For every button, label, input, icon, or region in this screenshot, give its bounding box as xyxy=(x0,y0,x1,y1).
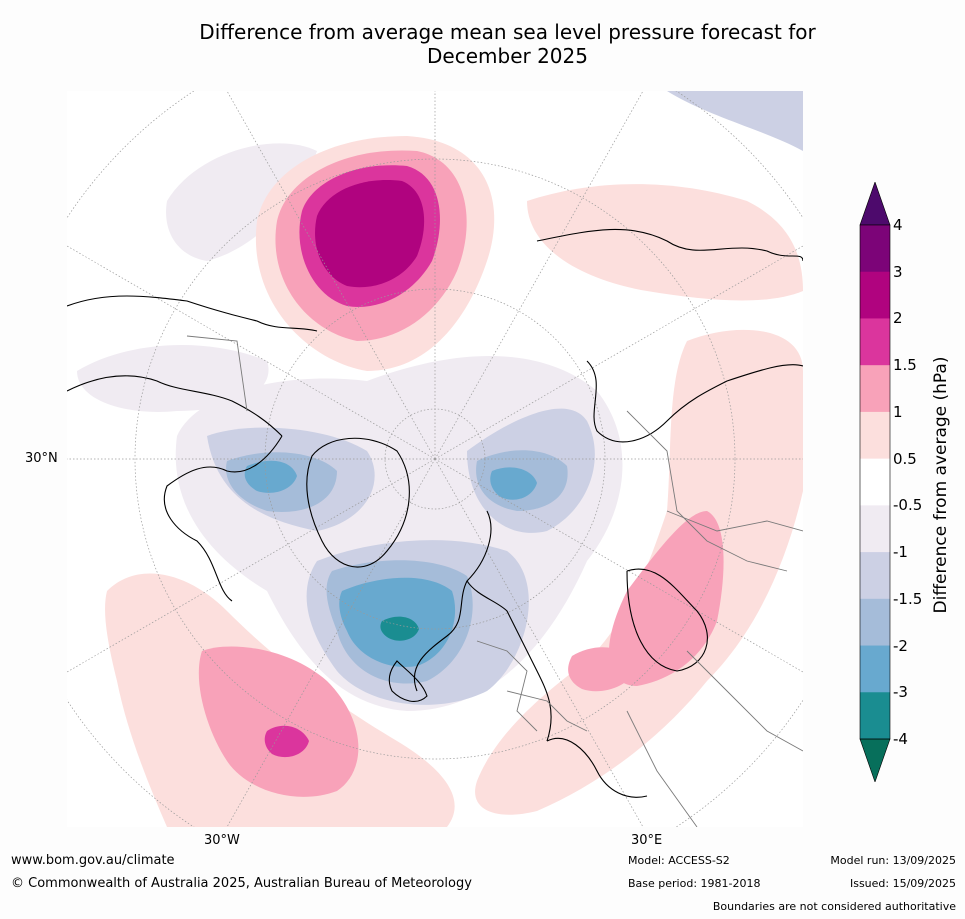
colorbar-tick-label: 1.5 xyxy=(893,356,917,375)
colorbar-title: Difference from average (hPa) xyxy=(931,356,951,614)
footer-base-period: Base period: 1981-2018 xyxy=(628,877,761,890)
longitude-label-30e: 30°E xyxy=(631,833,663,848)
colorbar-over-arrow xyxy=(859,181,891,226)
anomaly-lavender-top-right xyxy=(667,91,803,151)
coastlines xyxy=(67,228,803,798)
anomaly-magenta-subtropical-atlantic xyxy=(264,725,309,758)
colorbar-band xyxy=(860,598,890,647)
anomaly-light-purple-pacific xyxy=(166,143,317,261)
colorbar-band xyxy=(860,271,890,319)
colorbar-tick-label: 3 xyxy=(893,262,903,281)
colorbar-band xyxy=(860,692,890,740)
anomaly-pink-black-sea xyxy=(568,647,637,692)
polar-map xyxy=(67,91,803,827)
anomaly-light-purple-alaska xyxy=(77,344,269,412)
latitude-label-30n: 30°N xyxy=(25,451,58,466)
footer-model: Model: ACCESS-S2 xyxy=(628,854,730,867)
anomaly-pale-pink-arctic-russia xyxy=(527,184,803,301)
colorbar-tick-label: -2 xyxy=(893,636,908,655)
colorbar-band xyxy=(860,552,890,600)
footer-issued: Issued: 15/09/2025 xyxy=(849,877,956,890)
colorbar-tick-label: -3 xyxy=(893,683,908,702)
country-borders xyxy=(186,335,803,827)
anomaly-pink-central-asia xyxy=(608,511,724,686)
anomaly-blue-barents xyxy=(490,467,537,500)
anomaly-pale-pink-central-asia xyxy=(475,329,803,815)
colorbar-tick-label: 1 xyxy=(893,402,903,421)
colorbar-bands xyxy=(860,225,890,740)
colorbar-band xyxy=(860,458,890,506)
colorbar-tick-label: 4 xyxy=(893,216,903,234)
anomaly-blue-iceland xyxy=(244,460,297,493)
footer-website: www.bom.gov.au/climate xyxy=(11,853,175,868)
map-svg xyxy=(67,91,803,827)
anomaly-pink-subtropical-atlantic xyxy=(198,646,359,797)
colorbar-tick-label: -1.5 xyxy=(893,589,923,608)
title-line-2: December 2025 xyxy=(427,44,588,68)
colorbar xyxy=(856,181,936,783)
map-title: Difference from average mean sea level p… xyxy=(0,20,965,68)
colorbar-band xyxy=(860,645,890,693)
graticule xyxy=(67,91,803,827)
footer-model-run: Model run: 13/09/2025 xyxy=(830,854,956,867)
longitude-label-30w: 30°W xyxy=(204,833,240,848)
colorbar-outline xyxy=(859,224,891,740)
title-line-1: Difference from average mean sea level p… xyxy=(199,20,816,44)
colorbar-band xyxy=(860,225,890,273)
colorbar-under-arrow xyxy=(859,738,891,783)
colorbar-band xyxy=(860,365,890,413)
colorbar-tick-label: 0.5 xyxy=(893,449,917,468)
colorbar-band xyxy=(860,318,890,366)
footer-copyright: © Commonwealth of Australia 2025, Austra… xyxy=(11,876,472,891)
footer-disclaimer: Boundaries are not considered authoritat… xyxy=(712,900,956,913)
colorbar-band xyxy=(860,505,890,553)
colorbar-tick-label: -1 xyxy=(893,543,908,562)
anomaly-deep-magenta-north-pacific xyxy=(315,180,425,288)
colorbar-band xyxy=(860,411,890,460)
colorbar-svg xyxy=(859,181,891,783)
colorbar-tick-label: -4 xyxy=(893,730,908,748)
colorbar-tick-label: -0.5 xyxy=(893,496,923,515)
colorbar-tick-label: 2 xyxy=(893,309,903,328)
